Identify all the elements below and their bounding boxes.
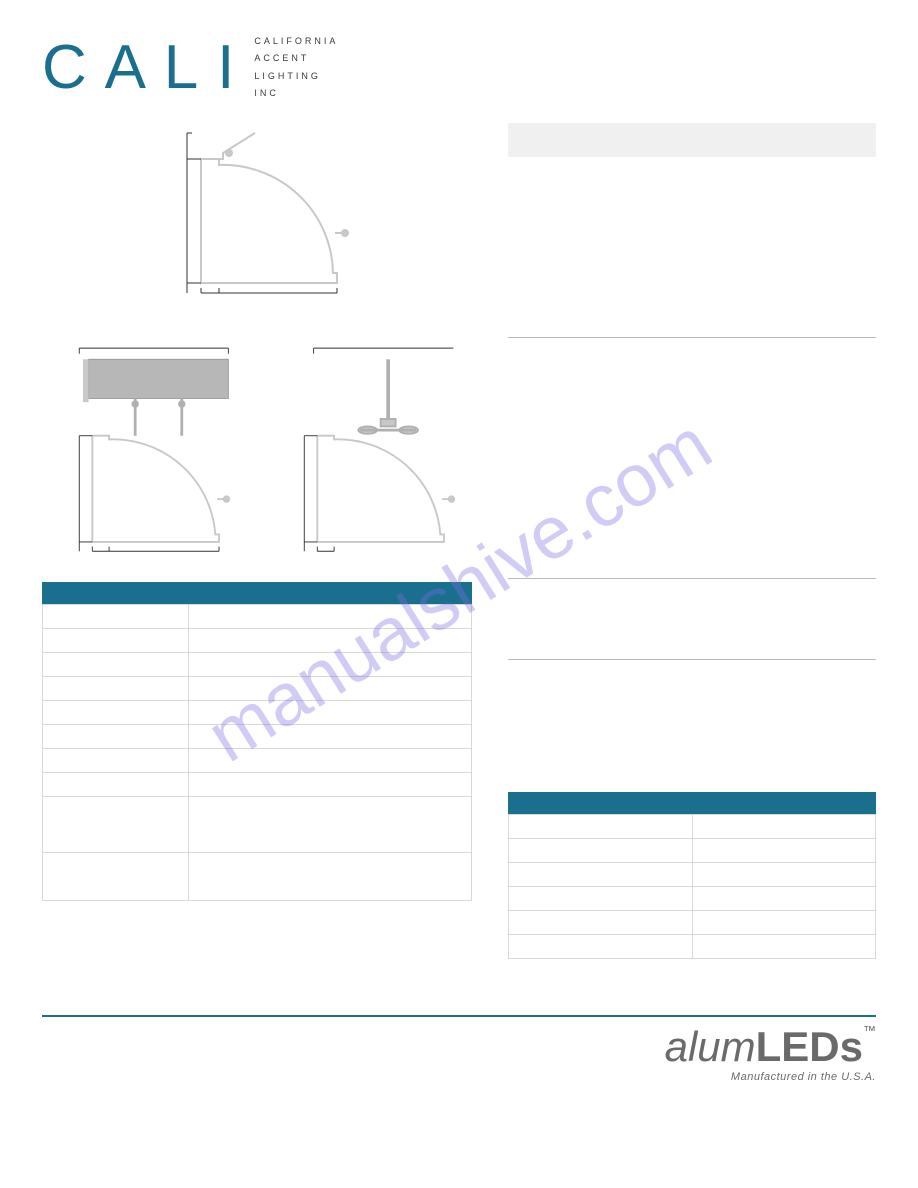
content <box>42 123 876 959</box>
table-row <box>43 605 472 629</box>
table-row <box>509 935 876 959</box>
table-row <box>43 773 472 797</box>
table-row <box>43 749 472 773</box>
trademark-icon: ™ <box>863 1023 876 1038</box>
footer-brand: alumLEDs™ Manufactured in the U.S.A. <box>665 1023 876 1083</box>
brand-part-b: LEDs <box>756 1023 863 1070</box>
product-title-box <box>508 123 876 157</box>
diagram-top <box>42 123 472 303</box>
specifications-table <box>42 604 472 901</box>
logo-sub-line: ACCENT <box>254 50 338 67</box>
table-row <box>509 911 876 935</box>
performance-table <box>508 814 876 959</box>
diagram-mount-rod <box>267 323 472 568</box>
table1-header <box>42 582 472 604</box>
table-row <box>43 853 472 901</box>
table-row <box>509 815 876 839</box>
logo-sub-line: CALIFORNIA <box>254 33 338 50</box>
spec-section <box>508 171 876 301</box>
table-row <box>43 677 472 701</box>
spec-section <box>508 560 876 623</box>
left-column <box>42 123 472 959</box>
table-row <box>509 863 876 887</box>
brand-logo-text: alumLEDs™ <box>665 1023 876 1071</box>
diagram-row <box>42 323 472 568</box>
table-row <box>43 653 472 677</box>
section-title <box>508 560 876 579</box>
table-row <box>509 839 876 863</box>
header: C A L I CALIFORNIA ACCENT LIGHTING INC <box>42 32 876 103</box>
diagram-mount-beam <box>42 323 247 568</box>
brand-logo: C A L I CALIFORNIA ACCENT LIGHTING INC <box>42 32 338 103</box>
spec-section <box>508 319 876 542</box>
section-title <box>508 319 876 338</box>
table-row <box>43 725 472 749</box>
table-row <box>43 701 472 725</box>
table-row <box>43 629 472 653</box>
logo-sub-line: INC <box>254 85 338 102</box>
brand-part-a: alum <box>665 1023 756 1070</box>
logo-subtitle: CALIFORNIA ACCENT LIGHTING INC <box>254 33 338 101</box>
brand-tagline: Manufactured in the U.S.A. <box>665 1071 876 1083</box>
table2-header <box>508 792 876 814</box>
page: C A L I CALIFORNIA ACCENT LIGHTING INC <box>0 0 918 1188</box>
logo-letters: C A L I <box>42 32 236 103</box>
right-column <box>508 123 876 959</box>
footer: alumLEDs™ Manufactured in the U.S.A. <box>42 1017 876 1083</box>
logo-sub-line: LIGHTING <box>254 68 338 85</box>
spec-section <box>508 641 876 774</box>
table-row <box>509 887 876 911</box>
section-title <box>508 641 876 660</box>
table-row <box>43 797 472 853</box>
